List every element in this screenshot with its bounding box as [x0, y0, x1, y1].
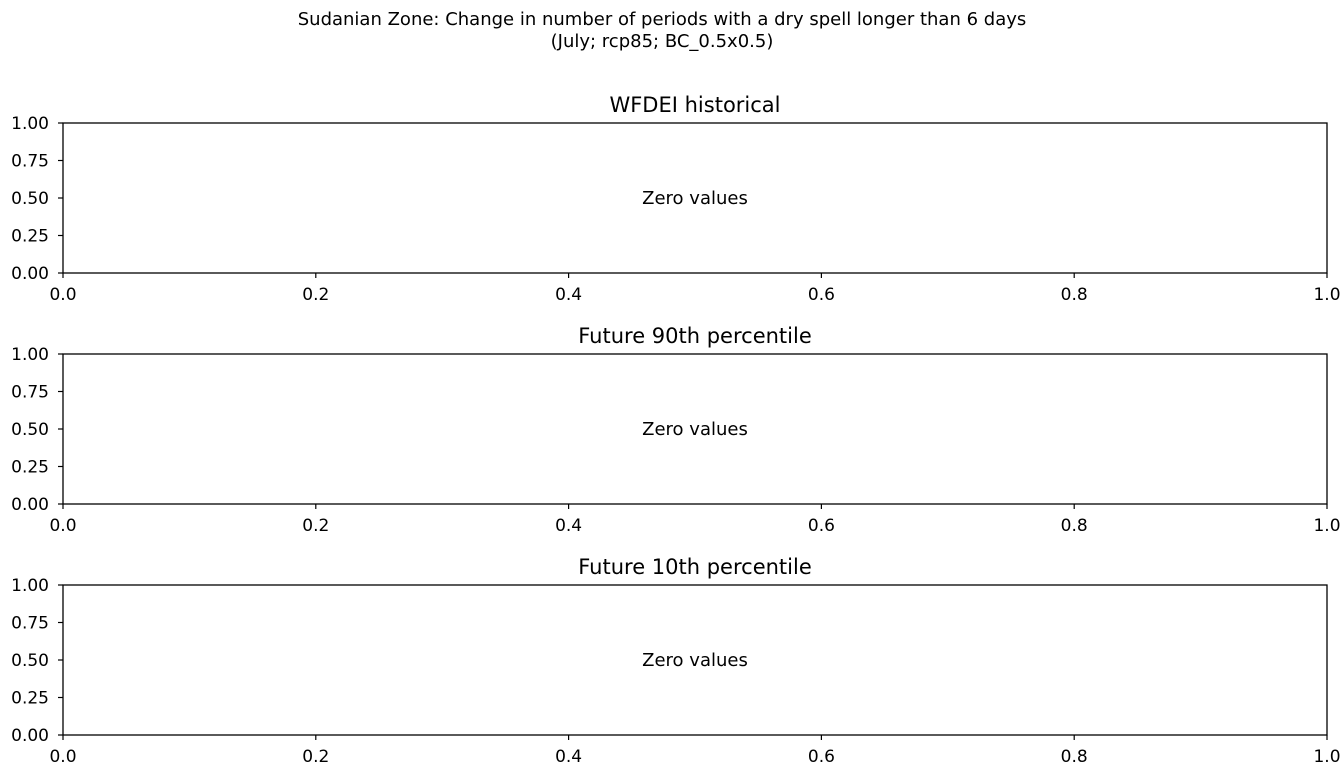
y-tick-label: 0.75 — [11, 614, 49, 634]
x-tick-label: 0.0 — [49, 516, 76, 536]
zero-values-annotation: Zero values — [642, 419, 748, 440]
subplot-title: WFDEI historical — [609, 93, 780, 117]
x-tick-label: 0.8 — [1061, 747, 1088, 766]
x-tick-label: 1.0 — [1313, 747, 1340, 766]
x-tick-label: 0.4 — [555, 285, 582, 305]
y-tick-label: 0.75 — [11, 152, 49, 172]
y-tick-label: 0.50 — [11, 189, 49, 209]
x-tick-label: 0.2 — [302, 747, 329, 766]
y-tick-label: 1.00 — [11, 345, 49, 365]
y-tick-label: 0.25 — [11, 227, 49, 247]
x-tick-label: 0.6 — [808, 516, 835, 536]
x-tick-label: 0.8 — [1061, 285, 1088, 305]
x-tick-label: 0.2 — [302, 285, 329, 305]
x-tick-label: 1.0 — [1313, 285, 1340, 305]
subplot-title: Future 10th percentile — [578, 555, 812, 579]
figure-title: Sudanian Zone: Change in number of perio… — [298, 9, 1027, 52]
x-tick-label: 0.8 — [1061, 516, 1088, 536]
zero-values-annotation: Zero values — [642, 650, 748, 671]
x-tick-label: 0.4 — [555, 516, 582, 536]
x-tick-label: 1.0 — [1313, 516, 1340, 536]
y-tick-label: 0.25 — [11, 458, 49, 478]
y-tick-label: 1.00 — [11, 114, 49, 134]
subplot-1: WFDEI historical 0.00 0.25 0.50 0.75 1.00 0.0 0… — [11, 93, 1340, 305]
x-tick-label: 0.2 — [302, 516, 329, 536]
y-tick-label: 0.50 — [11, 651, 49, 671]
x-tick-label: 0.0 — [49, 747, 76, 766]
zero-values-annotation: Zero values — [642, 188, 748, 209]
y-tick-label: 1.00 — [11, 576, 49, 596]
y-tick-label: 0.00 — [11, 495, 49, 515]
y-tick-label: 0.50 — [11, 420, 49, 440]
x-tick-label: 0.4 — [555, 747, 582, 766]
subplot-title: Future 90th percentile — [578, 324, 812, 348]
y-tick-label: 0.00 — [11, 264, 49, 284]
subplot-2: Future 90th percentile 0.00 0.25 0.50 0.75 1.… — [11, 324, 1340, 536]
subplot-3: Future 10th percentile 0.00 0.25 0.50 0.75 1.… — [11, 555, 1340, 766]
y-tick-label: 0.75 — [11, 383, 49, 403]
figure-title-line-2: (July; rcp85; BC_0.5x0.5) — [551, 31, 774, 52]
figure-title-line-1: Sudanian Zone: Change in number of perio… — [298, 9, 1027, 30]
y-tick-label: 0.00 — [11, 726, 49, 746]
y-tick-label: 0.25 — [11, 689, 49, 709]
x-tick-label: 0.0 — [49, 285, 76, 305]
x-tick-label: 0.6 — [808, 285, 835, 305]
x-tick-label: 0.6 — [808, 747, 835, 766]
